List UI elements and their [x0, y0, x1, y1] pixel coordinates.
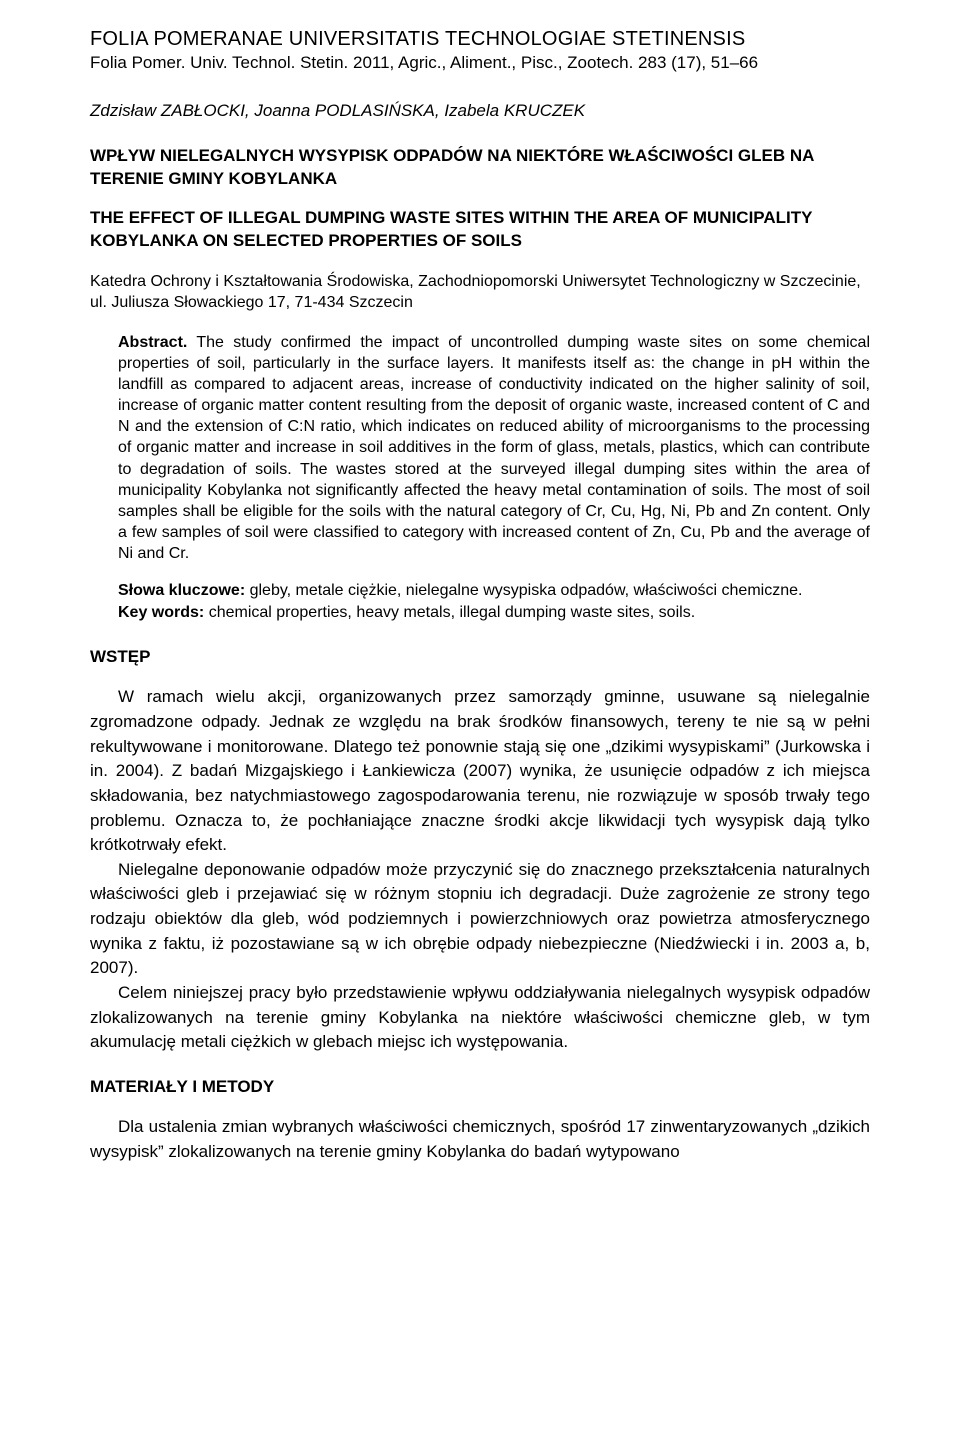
- wstep-paragraph-3: Celem niniejszej pracy było przedstawien…: [90, 981, 870, 1055]
- wstep-paragraph-2: Nielegalne deponowanie odpadów może przy…: [90, 858, 870, 981]
- article-title-english: THE EFFECT OF ILLEGAL DUMPING WASTE SITE…: [90, 207, 870, 253]
- affiliation: Katedra Ochrony i Kształtowania Środowis…: [90, 271, 870, 314]
- keywords-block: Słowa kluczowe: gleby, metale ciężkie, n…: [118, 580, 870, 623]
- keywords-en-label: Key words:: [118, 604, 204, 621]
- abstract-paragraph: Abstract. The study confirmed the impact…: [118, 332, 870, 564]
- journal-title: FOLIA POMERANAE UNIVERSITATIS TECHNOLOGI…: [90, 28, 870, 51]
- keywords-pl-text: gleby, metale ciężkie, nielegalne wysypi…: [245, 582, 802, 599]
- abstract-text: The study confirmed the impact of uncont…: [118, 334, 870, 562]
- materialy-paragraph-1: Dla ustalenia zmian wybranych właściwośc…: [90, 1115, 870, 1164]
- section-heading-materialy: MATERIAŁY I METODY: [90, 1077, 870, 1097]
- article-title-polish: WPŁYW NIELEGALNYCH WYSYPISK ODPADÓW NA N…: [90, 145, 870, 191]
- materialy-body: Dla ustalenia zmian wybranych właściwośc…: [90, 1115, 870, 1164]
- wstep-paragraph-1: W ramach wielu akcji, organizowanych prz…: [90, 685, 870, 857]
- section-heading-wstep: WSTĘP: [90, 647, 870, 667]
- authors-line: Zdzisław ZABŁOCKI, Joanna PODLASIŃSKA, I…: [90, 101, 870, 121]
- abstract-label: Abstract.: [118, 334, 187, 351]
- page-container: FOLIA POMERANAE UNIVERSITATIS TECHNOLOGI…: [0, 0, 960, 1204]
- keywords-polish: Słowa kluczowe: gleby, metale ciężkie, n…: [118, 580, 870, 602]
- keywords-english: Key words: chemical properties, heavy me…: [118, 602, 870, 624]
- abstract-block: Abstract. The study confirmed the impact…: [118, 332, 870, 564]
- wstep-body: W ramach wielu akcji, organizowanych prz…: [90, 685, 870, 1055]
- journal-subtitle: Folia Pomer. Univ. Technol. Stetin. 2011…: [90, 53, 870, 73]
- keywords-pl-label: Słowa kluczowe:: [118, 582, 245, 599]
- keywords-en-text: chemical properties, heavy metals, illeg…: [204, 604, 695, 621]
